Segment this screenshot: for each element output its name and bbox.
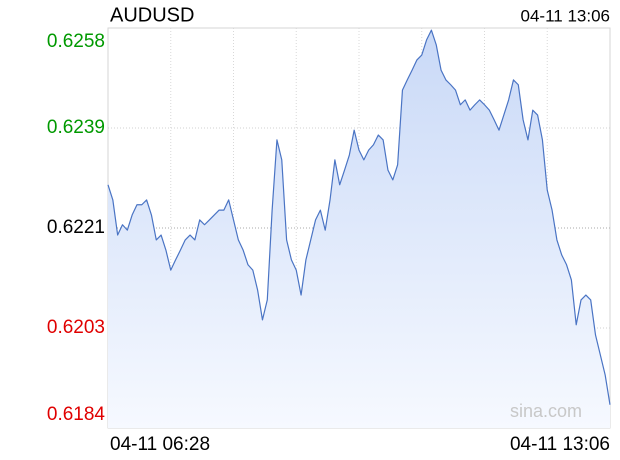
y-tick-label: 0.6203 [47, 317, 105, 338]
chart-title: AUDUSD [110, 4, 194, 26]
y-tick-label: 0.6239 [47, 117, 105, 138]
x-tick-label: 04-11 06:28 [110, 434, 210, 455]
y-tick-label: 0.6184 [47, 404, 106, 425]
price-line [107, 29, 611, 405]
timestamp: 04-11 13:06 [521, 6, 610, 25]
x-tick-label: 04-11 13:06 [510, 434, 610, 455]
watermark: sina.com [510, 401, 582, 421]
y-tick-label: 0.6258 [47, 31, 105, 52]
area [108, 30, 610, 428]
y-tick-label: 0.6221 [47, 217, 105, 238]
